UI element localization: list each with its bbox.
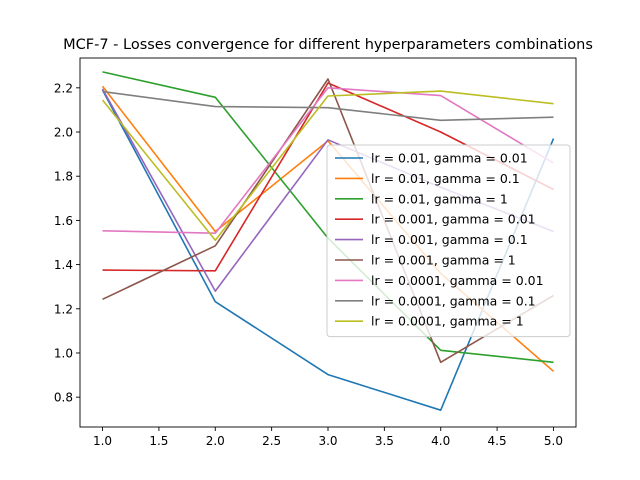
- y-tick-label: 2.0: [54, 126, 73, 140]
- chart-title: MCF-7 - Losses convergence for different…: [63, 37, 593, 53]
- y-tick-label: 1.2: [54, 302, 73, 316]
- y-tick-label: 1.6: [54, 214, 73, 228]
- series-line-7: [102, 87, 554, 234]
- legend-label: lr = 0.001, gamma = 1: [371, 253, 516, 268]
- x-tick-label: 2.5: [262, 434, 281, 448]
- legend-label: lr = 0.001, gamma = 0.1: [371, 232, 528, 247]
- x-tick-label: 1.5: [149, 434, 168, 448]
- legend-label: lr = 0.001, gamma = 0.01: [371, 212, 536, 227]
- x-axis: 1.0 1.5 2.0 2.5 3.0 3.5 4.0 4.5 5.0: [93, 427, 563, 448]
- y-axis: 0.8 1.0 1.2 1.4 1.6 1.8 2.0 2.2: [54, 81, 80, 405]
- y-tick-label: 2.2: [54, 81, 73, 95]
- x-tick-label: 5.0: [544, 434, 563, 448]
- x-tick-label: 4.0: [431, 434, 450, 448]
- legend-box: [326, 144, 571, 338]
- x-tick-label: 3.5: [375, 434, 394, 448]
- y-tick-label: 1.0: [54, 346, 73, 360]
- legend: lr = 0.01, gamma = 0.01 lr = 0.01, gamma …: [326, 144, 571, 338]
- y-tick-label: 1.4: [54, 258, 73, 272]
- series-line-9: [101, 90, 554, 242]
- series-line-8: [102, 90, 554, 122]
- legend-label: lr = 0.01, gamma = 0.01: [371, 151, 528, 166]
- legend-label: lr = 0.0001, gamma = 0.01: [371, 273, 544, 288]
- y-tick-label: 1.8: [54, 170, 73, 184]
- legend-label: lr = 0.01, gamma = 0.1: [371, 171, 520, 186]
- x-tick-label: 4.5: [488, 434, 507, 448]
- legend-label: lr = 0.01, gamma = 1: [371, 191, 508, 206]
- legend-label: lr = 0.0001, gamma = 0.1: [371, 293, 536, 308]
- x-tick-label: 2.0: [206, 434, 225, 448]
- y-tick-label: 0.8: [54, 391, 73, 405]
- x-tick-label: 3.0: [318, 434, 337, 448]
- legend-label: lr = 0.0001, gamma = 1: [371, 314, 524, 329]
- x-tick-label: 1.0: [93, 434, 112, 448]
- series-line-6: [102, 78, 554, 364]
